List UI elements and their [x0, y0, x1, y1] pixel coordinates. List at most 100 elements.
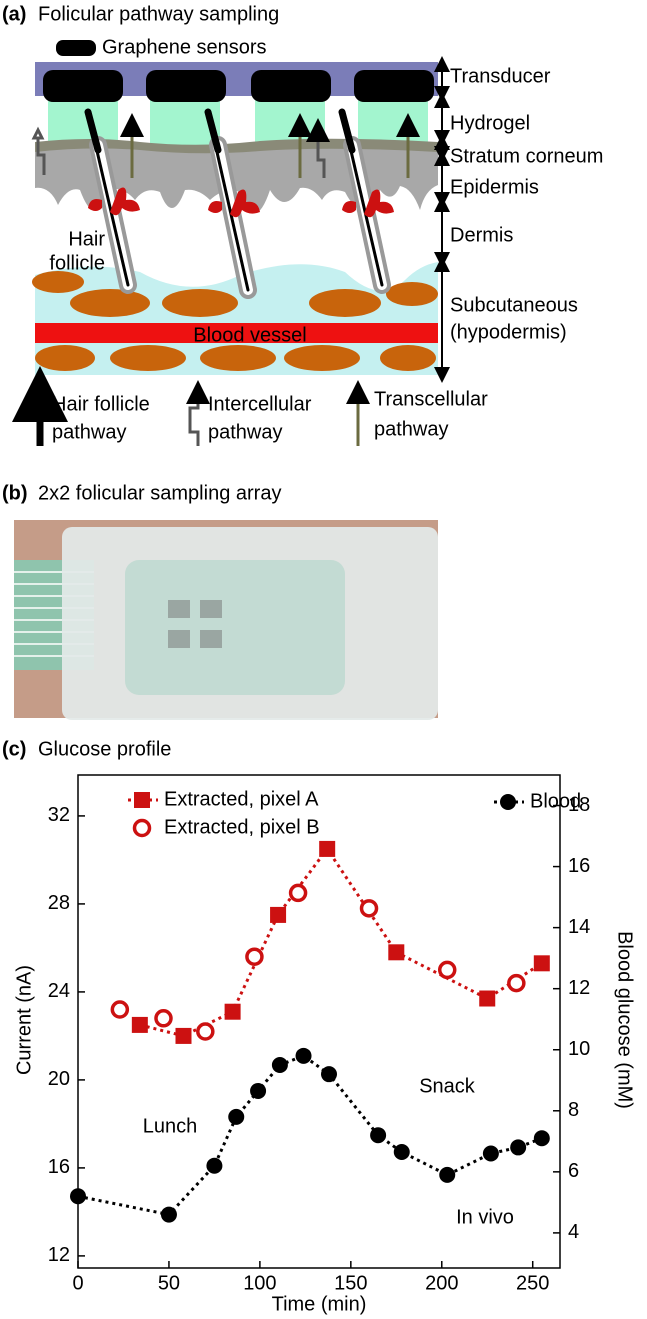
data-point: [70, 1188, 86, 1205]
data-point: [437, 960, 457, 980]
pathway-arrows: [31, 113, 420, 178]
data-point: [388, 944, 405, 961]
panel-label: (a): [2, 3, 26, 25]
x-tick-label: 100: [243, 1272, 276, 1294]
panel-c: (c) Glucose profile Time (min) Current (…: [2, 738, 636, 1315]
data-point: [110, 1000, 130, 1019]
y2-tick-label: 14: [568, 916, 590, 938]
chart-title: Glucose profile: [38, 738, 171, 760]
data-point: [533, 1130, 550, 1147]
data-point: [510, 1139, 527, 1156]
layer-label: (hypodermis): [450, 321, 567, 343]
y2-axis-title: Blood glucose (mM): [614, 931, 636, 1109]
legend-label: Blood: [530, 790, 581, 812]
sensors: [43, 70, 434, 102]
x-axis-title: Time (min): [272, 1293, 367, 1315]
legend-marker: [500, 794, 516, 810]
data-point: [228, 1108, 245, 1125]
data-point: [439, 1166, 456, 1183]
panel-label: (c): [2, 738, 26, 760]
y-tick-label: 12: [48, 1244, 70, 1266]
data-point: [393, 1144, 410, 1160]
y2-tick-label: 6: [568, 1160, 579, 1182]
y2-tick-label: 10: [568, 1038, 590, 1060]
series-line: [77, 1054, 543, 1217]
data-point: [196, 1022, 215, 1041]
y-tick-label: 28: [48, 892, 70, 914]
vessel-label: Blood vessel: [193, 324, 306, 346]
fat-cells: [32, 271, 438, 371]
panel-label: (b): [2, 482, 28, 504]
y-tick-label: 32: [48, 804, 70, 826]
y2-tick-label: 18: [568, 794, 590, 816]
hydrogel: [48, 96, 428, 146]
annotation: In vivo: [456, 1206, 514, 1228]
data-point: [507, 973, 526, 993]
layer-label: Stratum corneum: [450, 145, 603, 167]
pathway-label: pathway: [52, 421, 127, 443]
legend-marker: [132, 818, 152, 838]
photo-gel: [125, 560, 345, 695]
data-point: [270, 906, 287, 923]
x-tick-label: 200: [425, 1272, 458, 1294]
data-point: [160, 1206, 177, 1223]
data-point: [482, 1145, 499, 1162]
pathway-legend-icons: [12, 366, 370, 446]
y2-tick-label: 12: [568, 977, 590, 999]
panel-title: Folicular pathway sampling: [38, 3, 279, 25]
photo-sensors: [168, 600, 222, 648]
pathway-label: pathway: [374, 418, 449, 440]
panel-title: 2x2 folicular sampling array: [38, 482, 281, 504]
sensor-icon: [56, 40, 96, 56]
x-tick-label: 250: [516, 1272, 549, 1294]
annotation: Lunch: [143, 1115, 198, 1137]
blood-vessel: [35, 323, 438, 343]
data-point: [295, 1047, 312, 1064]
data-point: [250, 1082, 267, 1099]
pathway-label: Hair follicle: [52, 393, 150, 415]
legend-label: Extracted, pixel A: [164, 788, 319, 810]
data-point: [206, 1157, 223, 1174]
y-tick-label: 24: [48, 980, 70, 1002]
data-point: [271, 1057, 288, 1073]
data-point: [321, 1066, 338, 1083]
layer-label: Subcutaneous: [450, 294, 578, 316]
y2-tick-label: 16: [568, 855, 590, 877]
series-line: [139, 846, 543, 1038]
layer-label: Hydrogel: [450, 112, 530, 134]
panel-a: (a) Folicular pathway sampling Graphene …: [2, 3, 603, 446]
plot-frame: [77, 774, 561, 1269]
data-point: [154, 1009, 173, 1028]
panel-b: (b) 2x2 folicular sampling array: [2, 482, 438, 720]
layer-label: Transducer: [450, 65, 551, 87]
data-point: [370, 1127, 387, 1144]
hair-label: follicle: [49, 252, 105, 274]
pathway-label: Intercellular: [208, 393, 312, 415]
y-tick-label: 20: [48, 1068, 70, 1090]
data-point: [131, 1016, 148, 1033]
sebaceous-glands: [88, 187, 394, 218]
annotation: Snack: [419, 1075, 476, 1097]
data-point: [479, 990, 496, 1007]
sensor-label: Graphene sensors: [102, 36, 267, 58]
data-point: [245, 947, 264, 966]
data-point: [533, 955, 550, 972]
x-tick-label: 150: [334, 1272, 367, 1294]
data-point: [359, 899, 379, 918]
layer-label: Epidermis: [450, 176, 539, 198]
data-point: [224, 1003, 241, 1020]
x-tick-label: 0: [72, 1272, 83, 1294]
stratum-corneum: [35, 138, 438, 154]
legend-label: Extracted, pixel B: [164, 816, 320, 838]
hair-label: Hair: [68, 228, 105, 250]
data-point: [288, 883, 308, 903]
y2-tick-label: 4: [568, 1221, 579, 1243]
y-tick-label: 16: [48, 1156, 70, 1178]
y2-tick-label: 8: [568, 1099, 579, 1121]
epidermis: [35, 146, 438, 214]
pathway-label: pathway: [208, 421, 283, 443]
data-point: [175, 1027, 192, 1044]
pathway-label: Transcellular: [374, 388, 488, 410]
legend-marker: [134, 792, 150, 808]
